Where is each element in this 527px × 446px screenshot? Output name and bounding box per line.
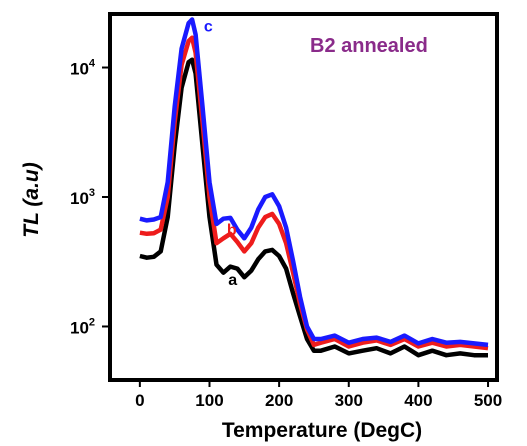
series-layer <box>139 17 489 358</box>
series-line-c <box>139 17 489 348</box>
curve-label-b: b <box>227 222 237 239</box>
series-line-a <box>139 57 488 358</box>
y-tick-label: 102 <box>70 316 95 337</box>
curve-label-a: a <box>228 272 237 289</box>
x-tick-label: 500 <box>474 391 502 410</box>
y-axis-title: TL (a.u) <box>20 162 43 237</box>
chart-title: B2 annealed <box>310 35 428 57</box>
x-tick-label: 0 <box>135 391 144 410</box>
annotation-layer: c b a <box>204 18 237 288</box>
tick-layer: 0 100 200 300 400 500 102 103 104 <box>70 58 502 410</box>
x-tick-label: 300 <box>335 391 363 410</box>
x-tick-label: 100 <box>195 391 223 410</box>
series-line-b <box>139 35 489 351</box>
x-tick-label: 400 <box>404 391 432 410</box>
x-axis-title: Temperature (DegC) <box>222 419 422 442</box>
y-tick-label: 104 <box>70 58 96 79</box>
y-tick-label: 103 <box>70 187 95 208</box>
curve-label-c: c <box>204 18 213 35</box>
x-tick-label: 200 <box>265 391 293 410</box>
